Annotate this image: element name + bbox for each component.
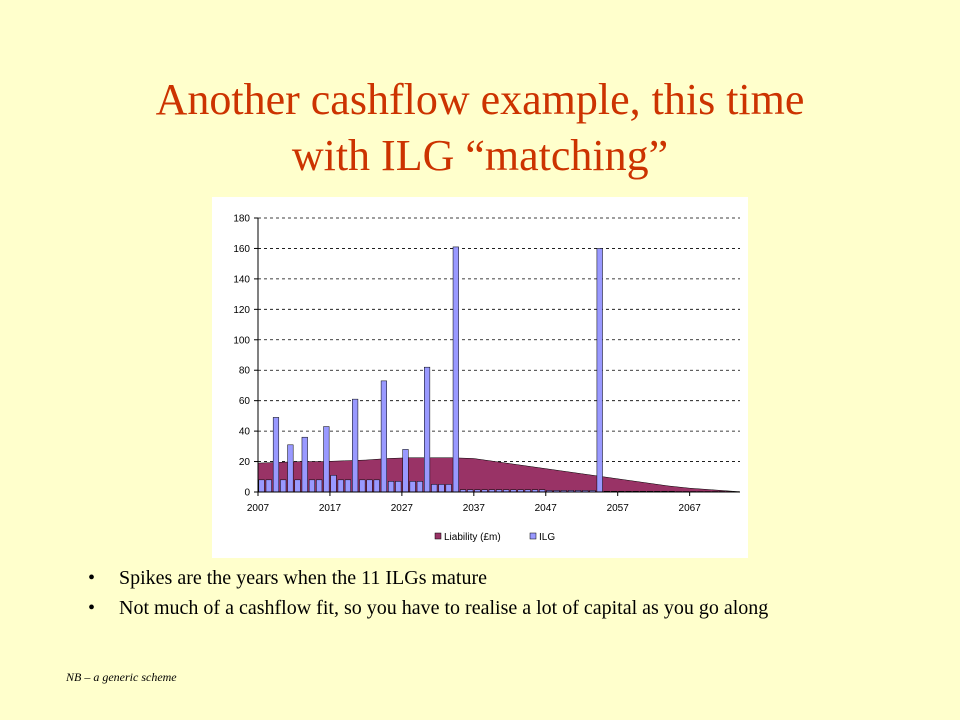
x-tick-label: 2027 <box>391 503 414 514</box>
y-tick-label: 0 <box>244 488 250 499</box>
chart-container: 0 20 40 60 80 100 120 140 160 180 2007 2017 2027 2037… <box>212 197 748 558</box>
x-tick-label: 2067 <box>679 503 702 514</box>
ilg-bar <box>395 481 402 493</box>
ilg-bar <box>452 246 459 493</box>
ilg-bar <box>330 475 337 493</box>
y-tick-label: 140 <box>233 274 250 285</box>
x-tick-label: 2007 <box>247 503 270 514</box>
ilg-bar <box>323 426 330 493</box>
bullet-item-2: Not much of a cashflow fit, so you have … <box>80 596 860 620</box>
legend-label-liability: Liability (£m) <box>444 532 501 543</box>
slide-title-line-1: Another cashflow example, this time <box>155 75 805 124</box>
y-tick-label: 20 <box>239 457 251 468</box>
ilg-bar <box>388 481 395 493</box>
ilg-bar <box>337 479 344 493</box>
y-tick-label: 80 <box>239 366 251 377</box>
y-tick-label: 100 <box>233 335 250 346</box>
ilg-bar <box>280 479 287 493</box>
legend-label-ilg: ILG <box>539 532 555 543</box>
ilg-bar <box>438 484 445 493</box>
ilg-bar <box>294 479 301 493</box>
ilg-bar <box>272 417 280 493</box>
ilg-bar <box>258 479 265 493</box>
legend-swatch-liability <box>434 532 442 540</box>
ilg-bar <box>265 479 272 493</box>
ilg-bar <box>445 484 452 493</box>
y-tick-label: 160 <box>233 244 250 255</box>
ilg-bar <box>308 479 316 493</box>
ilg-bar <box>380 380 387 493</box>
x-tick-label: 2047 <box>535 503 558 514</box>
bullet-list: Spikes are the years when the 11 ILGs ma… <box>80 566 860 626</box>
ilg-bar <box>287 444 294 493</box>
ilg-bar <box>402 449 409 493</box>
y-tick-label: 180 <box>233 214 250 225</box>
slide-title: Another cashflow example, this time with… <box>60 72 900 184</box>
cashflow-chart: 0 20 40 60 80 100 120 140 160 180 2007 2017 2027 2037… <box>233 214 741 543</box>
y-tick-label: 60 <box>239 396 251 407</box>
y-tick-label: 40 <box>239 427 251 438</box>
x-tick-label: 2057 <box>607 503 630 514</box>
ilg-bar <box>359 479 366 493</box>
ilg-bar <box>316 479 323 493</box>
bullet-item-1: Spikes are the years when the 11 ILGs ma… <box>80 566 860 590</box>
x-tick-label: 2037 <box>463 503 486 514</box>
slide-title-line-2: with ILG “matching” <box>291 131 669 180</box>
footnote: NB – a generic scheme <box>66 670 177 684</box>
ilg-bar <box>431 484 438 493</box>
x-tick-label: 2017 <box>319 503 342 514</box>
ilg-bar <box>409 481 416 493</box>
ilg-bar <box>424 366 431 493</box>
y-tick-label: 120 <box>233 305 250 316</box>
legend-swatch-ilg <box>529 532 537 540</box>
ilg-bar <box>352 398 359 493</box>
liability-area <box>257 457 741 493</box>
ilg-bar <box>344 479 351 493</box>
ilg-bar <box>366 479 373 493</box>
ilg-bar <box>301 436 308 493</box>
ilg-bar <box>373 479 380 493</box>
ilg-bar <box>596 248 603 493</box>
ilg-bar <box>416 481 423 493</box>
